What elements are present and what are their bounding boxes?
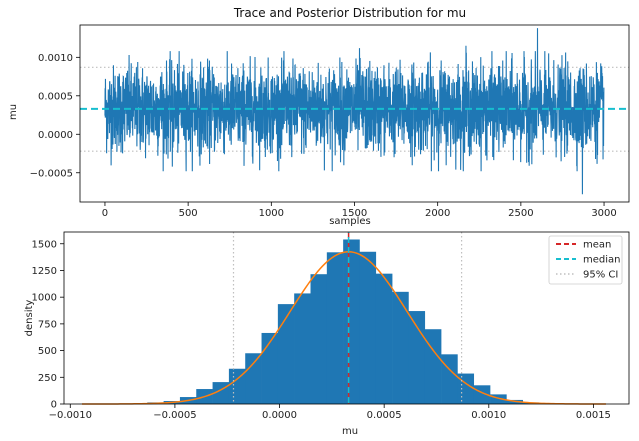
histogram-bar bbox=[294, 293, 311, 404]
posterior-y-tick-label: 1000 bbox=[32, 293, 57, 304]
trace-x-tick-label: 1000 bbox=[259, 208, 284, 219]
posterior-ci-lines bbox=[232, 232, 463, 404]
posterior-panel: −0.0010 −0.0005 0.0000 0.0005 0.0010 0.0015 0… bbox=[24, 231, 630, 437]
posterior-y-tick-label: 1500 bbox=[32, 239, 57, 250]
histogram-bar bbox=[310, 274, 328, 404]
posterior-x-tick-label: 0.0005 bbox=[367, 410, 402, 421]
histogram-bar bbox=[343, 239, 360, 404]
trace-x-tick-label: 0 bbox=[102, 208, 108, 219]
trace-y-tick-label: 0.0005 bbox=[38, 91, 73, 102]
trace-panel: Trace and Posterior Distribution for mu … bbox=[8, 6, 630, 227]
posterior-x-ticks: −0.0010 −0.0005 0.0000 0.0005 0.0010 0.0015 bbox=[49, 404, 611, 421]
trace-y-tick-label: 0.0010 bbox=[38, 53, 73, 64]
posterior-x-tick-label: −0.0010 bbox=[49, 410, 92, 421]
posterior-y-tick-label: 0 bbox=[51, 400, 57, 411]
legend-box bbox=[548, 235, 623, 285]
histogram-bar bbox=[408, 311, 426, 404]
histogram-bar bbox=[245, 353, 262, 404]
histogram-bar bbox=[228, 368, 246, 404]
posterior-plot-frame bbox=[63, 231, 630, 405]
trace-line bbox=[104, 28, 605, 195]
legend: mean median 95% CI bbox=[548, 235, 623, 285]
histogram-bar bbox=[359, 251, 377, 404]
histogram-bar bbox=[424, 329, 442, 404]
histogram-bar bbox=[392, 291, 409, 404]
posterior-x-axis-label: mu bbox=[342, 426, 358, 437]
posterior-y-tick-label: 750 bbox=[38, 319, 57, 330]
histogram-bar bbox=[277, 304, 295, 404]
posterior-x-tick-label: 0.0010 bbox=[471, 410, 506, 421]
trace-x-tick-label: 2000 bbox=[425, 208, 450, 219]
legend-median-label: median bbox=[583, 255, 621, 266]
histogram-bars bbox=[130, 239, 589, 404]
kde-curve bbox=[81, 251, 606, 405]
trace-x-tick-label: 500 bbox=[179, 208, 198, 219]
posterior-y-tick-label: 250 bbox=[38, 373, 57, 384]
posterior-x-tick-label: 0.0000 bbox=[262, 410, 297, 421]
histogram-bar bbox=[326, 252, 344, 404]
posterior-y-ticks: 0 250 500 750 1000 1250 1500 bbox=[32, 239, 64, 411]
trace-x-tick-label: 1500 bbox=[342, 208, 367, 219]
trace-x-tick-label: 3000 bbox=[591, 208, 616, 219]
trace-x-tick-label: 2500 bbox=[508, 208, 533, 219]
trace-y-tick-label: −0.0005 bbox=[30, 168, 73, 179]
legend-mean-label: mean bbox=[583, 240, 611, 251]
trace-y-axis-label: mu bbox=[8, 104, 19, 120]
trace-y-tick-label: 0.0000 bbox=[38, 130, 73, 141]
posterior-x-tick-label: 0.0015 bbox=[576, 410, 611, 421]
legend-ci-label: 95% CI bbox=[583, 270, 618, 281]
posterior-y-axis-label: density bbox=[24, 300, 35, 337]
trace-title: Trace and Posterior Distribution for mu bbox=[233, 6, 466, 20]
histogram-bar bbox=[375, 273, 393, 404]
posterior-y-tick-label: 500 bbox=[38, 346, 57, 357]
posterior-y-tick-label: 1250 bbox=[32, 266, 57, 277]
trace-x-ticks: 0 500 1000 1500 2000 2500 3000 bbox=[102, 202, 617, 219]
histogram-bar bbox=[261, 332, 279, 404]
histogram-bar bbox=[490, 394, 507, 404]
trace-x-axis-label: samples bbox=[329, 216, 371, 227]
histogram-bar bbox=[441, 354, 458, 404]
trace-y-ticks: −0.0005 0.0000 0.0005 0.0010 bbox=[30, 53, 80, 179]
posterior-x-tick-label: −0.0005 bbox=[153, 410, 196, 421]
